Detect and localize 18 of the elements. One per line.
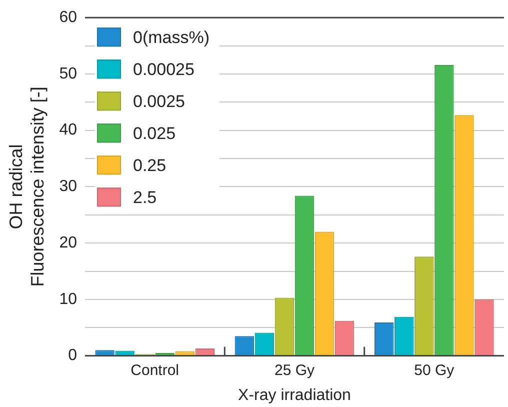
y-tick-label: 10 — [59, 290, 78, 308]
legend-label: 0.00025 — [132, 60, 194, 79]
y-tick-label: 40 — [59, 122, 78, 139]
legend-label: 0.0025 — [132, 92, 185, 111]
x-tick-label: 25 Gy — [274, 362, 315, 379]
legend-label: 0.25 — [132, 156, 166, 175]
legend-label: 2.5 — [132, 188, 157, 207]
y-axis-title: OH radical Fluorescence intensity [-] — [6, 86, 48, 287]
y-tick-label: 20 — [59, 234, 78, 252]
y-tick-label: 0 — [68, 347, 78, 364]
y-tick-label: 50 — [59, 65, 78, 82]
x-tick-label: 50 Gy — [414, 362, 455, 379]
x-axis-title: X-ray irradiation — [238, 386, 351, 404]
y-tick-label: 60 — [59, 9, 78, 26]
x-tick-label: Control — [130, 362, 180, 379]
legend-label: 0.025 — [132, 124, 176, 143]
y-tick-label: 30 — [59, 178, 78, 196]
legend-label: 0(mass%) — [132, 28, 210, 47]
